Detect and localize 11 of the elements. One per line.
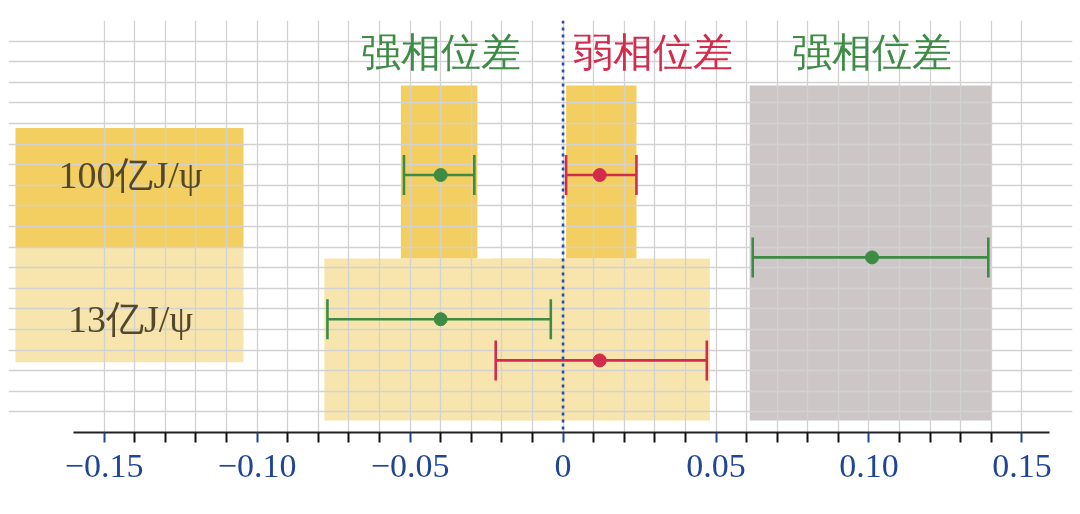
x-tick-label: −0.15	[64, 446, 144, 484]
x-tick-label: 0	[554, 446, 572, 484]
x-tick-label: 0.05	[686, 446, 746, 484]
text: 强相位差	[360, 30, 521, 75]
x-tick-label: −0.05	[370, 446, 450, 484]
x-tick-label: 0.15	[992, 446, 1052, 484]
text: 强相位差	[792, 30, 953, 75]
x-tick-label: 0.10	[839, 446, 899, 484]
y-tick-label: 13亿J/ψ	[67, 298, 194, 341]
text: 弱相位差	[573, 30, 734, 75]
x-tick-label: −0.10	[217, 446, 297, 484]
